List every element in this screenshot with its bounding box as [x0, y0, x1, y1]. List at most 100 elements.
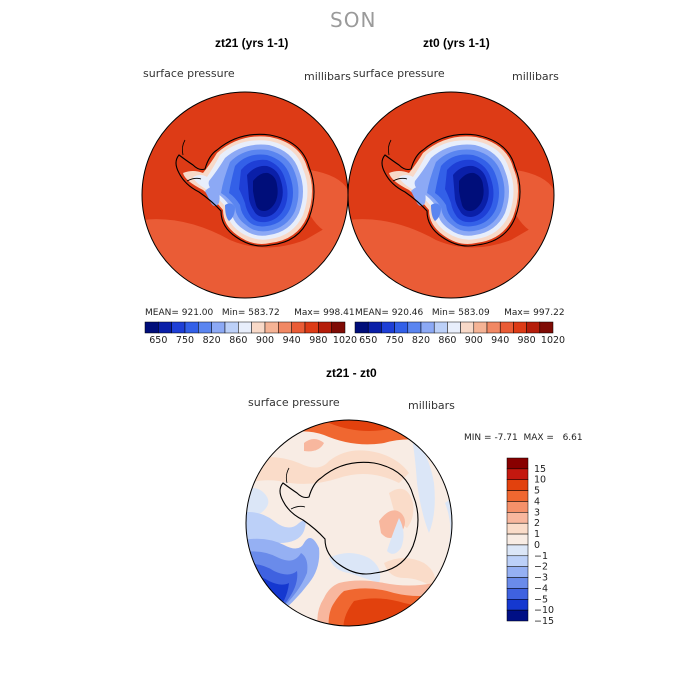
panel3-colorbar-swatch [506, 599, 529, 611]
panel3-colorbar-tick-label: −15 [534, 616, 554, 627]
panel1-colorbar-swatch [318, 321, 332, 334]
panel1-colorbar-swatch [238, 321, 252, 334]
panel3-colorbar-swatch [506, 555, 529, 567]
panel3-min: -7.71 [494, 433, 518, 443]
panel3-colorbar-tick-label: 3 [534, 507, 540, 518]
panel2-colorbar-swatch [394, 321, 409, 334]
panel2-colorbar-tick-label: 650 [359, 335, 377, 346]
panel2-title: zt0 (yrs 1-1) [423, 36, 490, 50]
panel1-colorbar-tick-label: 750 [176, 335, 194, 346]
panel2-colorbar-tick-label: 980 [518, 335, 536, 346]
panel3-colorbar-tick-label: −2 [534, 562, 548, 573]
panel2-stats: MEAN= 920.46 Min= 583.09 Max= 997.22 [355, 308, 565, 318]
panel1-colorbar-swatch [331, 321, 346, 334]
panel2-colorbar-swatch [447, 321, 461, 334]
panel3-colorbar-swatch [506, 468, 529, 480]
panel3-max: 6.61 [562, 433, 583, 443]
panel1-colorbar-tick-label: 900 [256, 335, 274, 346]
panel1-colorbar-swatch [291, 321, 306, 334]
panel3-colorbar-swatch [506, 490, 529, 502]
panel2-colorbar-swatch [526, 321, 541, 334]
panel2-colorbar-swatch [354, 321, 369, 334]
panel3-colorbar-tick-label: 2 [534, 518, 540, 529]
panel1-colorbar-swatch [184, 321, 199, 334]
diff-max-prefix: MAX = [523, 433, 554, 443]
panel3-variable: surface pressure [248, 396, 340, 409]
panel2-colorbar-tick-label: 940 [491, 335, 509, 346]
panel2-colorbar-tick-label: 860 [438, 335, 456, 346]
panel1-colorbar-swatch [278, 321, 292, 334]
panel1-colorbar-tick-label: 650 [149, 335, 167, 346]
diff-min-prefix: MIN = [464, 433, 492, 443]
panel1-colorbar-tick-label: 980 [309, 335, 327, 346]
mean-prefix: MEAN= [355, 308, 389, 318]
panel2-map [348, 92, 554, 298]
panel1-colorbar-swatch [158, 321, 172, 334]
panel1-variable: surface pressure [143, 67, 235, 80]
panel3-colorbar-swatch [506, 577, 529, 589]
max-prefix: Max= [504, 308, 531, 318]
panel1-colorbar-swatch [144, 321, 159, 334]
panel2-colorbar-swatch [460, 321, 475, 334]
panel2-colorbar-tick-label: 750 [386, 335, 404, 346]
panel1-colorbar-tick-label: 860 [229, 335, 247, 346]
panel2-colorbar-swatch [407, 321, 422, 334]
panel1-colorbar-swatch [224, 321, 239, 334]
panel3-colorbar-swatch [506, 522, 529, 535]
panel3-colorbar-tick-label: 0 [534, 540, 540, 551]
panel2-colorbar-tick-label: 900 [465, 335, 483, 346]
panel3-colorbar-tick-label: 15 [534, 464, 546, 475]
panel3-colorbar-tick-label: 4 [534, 496, 540, 507]
panel1-stats: MEAN= 921.00 Min= 583.72 Max= 998.41 [145, 308, 355, 318]
panel2-colorbar-swatch [433, 321, 448, 334]
panel2-map-border [347, 91, 555, 299]
panel2-colorbar-swatch [473, 321, 488, 334]
panel3-map [246, 420, 452, 626]
panel2-colorbar-tick-label: 820 [412, 335, 430, 346]
min-prefix: Min= [221, 308, 246, 318]
panel2-mean: 920.46 [391, 308, 424, 318]
panel2-max: 997.22 [533, 308, 565, 318]
panel3-colorbar-swatch [506, 479, 529, 491]
panel2-colorbar-swatch [381, 321, 395, 334]
panel1-colorbar-tick-label: 940 [283, 335, 301, 346]
panel3-colorbar-tick-label: −5 [534, 594, 548, 605]
panel3-colorbar-tick-label: −10 [534, 605, 554, 616]
panel3-colorbar-swatch [506, 566, 529, 578]
panel1-colorbar-tick-label: 1020 [333, 335, 357, 346]
panel2-variable: surface pressure [353, 67, 445, 80]
panel3-colorbar-swatch [506, 533, 529, 546]
panel1-colorbar: 650 750 820 860 900 940 980 1020 [144, 321, 357, 346]
panel1-colorbar-swatch [251, 321, 266, 334]
panel1-title: zt21 (yrs 1-1) [215, 36, 289, 50]
panel3-colorbar-tick-label: −4 [534, 583, 548, 594]
panel1-units: millibars [304, 70, 351, 83]
panel2-colorbar: 650 750 820 860 900 940 980 1020 [354, 321, 565, 346]
panel1-mean: 921.00 [181, 308, 214, 318]
panel3-colorbar-tick-label: −1 [534, 551, 548, 562]
min-prefix: Min= [431, 308, 456, 318]
panel3-stats: MIN = -7.71 MAX = 6.61 [464, 433, 583, 443]
panel3-units: millibars [408, 399, 455, 412]
panel1-colorbar-swatch [171, 321, 186, 334]
panel3-colorbar-swatch [506, 457, 529, 470]
panel3-map-border [245, 419, 453, 627]
season-title: SON [330, 8, 377, 32]
panel1-colorbar-swatch [304, 321, 319, 334]
panel3-colorbar-tick-label: 10 [534, 475, 546, 486]
panel3-colorbar-swatch [506, 544, 529, 557]
panel2-units: millibars [512, 70, 559, 83]
panel2-colorbar-swatch [420, 321, 435, 334]
max-prefix: Max= [294, 308, 321, 318]
panel1-max: 998.41 [323, 308, 355, 318]
panel1-colorbar-tick-label: 820 [203, 335, 221, 346]
panel2-colorbar-swatch [539, 321, 554, 334]
mean-prefix: MEAN= [145, 308, 179, 318]
panel3-title: zt21 - zt0 [326, 366, 377, 380]
panel3-colorbar-swatch [506, 501, 529, 513]
panel2-min: 583.09 [458, 308, 490, 318]
panel3-colorbar-swatch [506, 512, 529, 524]
panel1-colorbar-swatch [211, 321, 226, 334]
